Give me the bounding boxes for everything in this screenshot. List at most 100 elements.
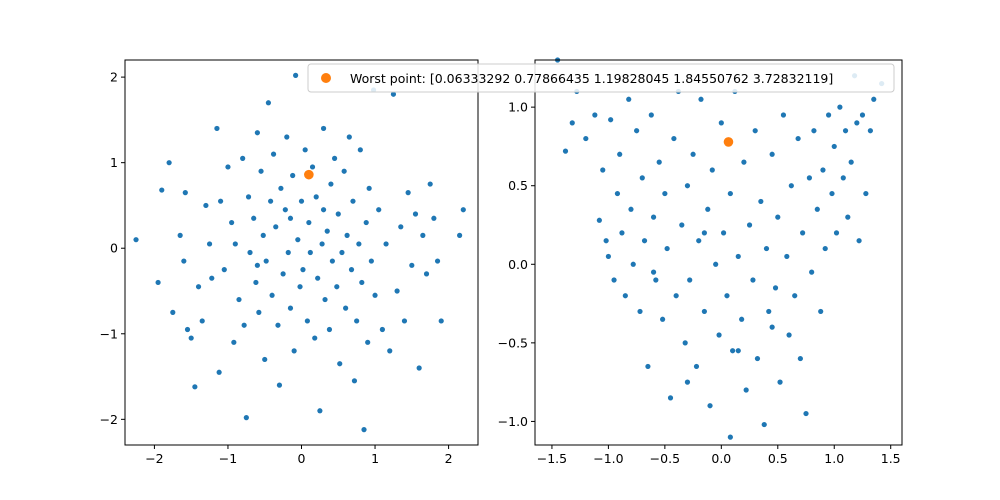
scatter-point [420,232,426,238]
scatter-point [260,232,266,238]
scatter-point [351,378,358,384]
scatter-point [184,326,191,333]
scatter-point [324,228,330,234]
scatter-point [769,324,775,330]
scatter-point [645,363,651,370]
x-tick-label: −1.0 [593,451,623,466]
scatter-point [856,238,862,244]
scatter-point [690,151,696,157]
scatter-point [177,232,183,238]
scatter-point [366,185,372,191]
scatter-point [705,206,711,212]
scatter-point [335,211,341,217]
legend-label: Worst point: [0.06333292 0.77866435 1.19… [350,71,833,86]
scatter-point [232,241,238,247]
scatter-point [304,318,310,324]
scatter-point [867,128,873,134]
scatter-point [221,267,227,273]
scatter-point [766,308,772,315]
x-tick: 0.5 [768,445,788,466]
scatter-point [262,356,268,363]
scatter-point [583,135,589,142]
y-tick: 0.5 [508,178,535,193]
scatter-point [258,168,264,174]
scatter-point [285,249,291,256]
scatter-point [701,308,707,315]
x-tick: −2 [145,445,164,466]
scatter-point [596,217,602,223]
scatter-point [337,361,343,367]
scatter-point [390,91,397,97]
scatter-point [639,175,645,181]
scatter-point [287,215,294,221]
scatter-point [775,214,781,220]
scatter-point [735,348,741,354]
axes-frame [124,59,479,446]
scatter-point [634,128,640,134]
scatter-point [664,245,670,252]
scatter-point [600,167,606,173]
scatter-point [809,269,815,275]
scatter-point [701,230,707,236]
scatter-point [628,206,634,212]
x-tick-label: −1.5 [537,451,567,466]
scatter-point [641,238,648,244]
scatter-point [225,164,231,170]
scatter-point [199,318,205,324]
legend-marker [321,73,331,83]
scatter-point [818,308,824,315]
scatter-point [656,159,662,165]
scatter-point [622,293,628,299]
legend-box [307,63,895,93]
scatter-point [777,379,783,385]
scatter-point [569,120,575,126]
scatter-point [786,332,792,338]
x-tick-label: 1.5 [881,451,901,466]
scatter-point [166,160,172,166]
y-tick-label: −1.0 [498,414,528,429]
scatter-point [416,365,422,371]
worst-point [723,137,734,147]
scatter-point [626,96,632,102]
scatter-point [431,215,437,221]
scatter-point [209,275,215,281]
scatter-point [727,434,733,440]
scatter-point [251,215,257,221]
scatter-point [845,214,851,220]
scatter-point [650,269,657,275]
scatter-point [409,262,415,268]
y-tick: 2 [110,70,125,85]
scatter-point [707,403,713,409]
scatter-point [256,309,262,315]
scatter-point [306,219,312,226]
scatter-point [792,293,798,299]
y-tick-label: −0.5 [498,335,528,350]
scatter-point [662,190,668,197]
scatter-point [829,190,835,197]
scatter-point [295,237,301,243]
x-tick-label: −1 [219,451,237,466]
scatter-point [307,249,313,256]
scatter-point [696,238,702,244]
y-tick-label: 0.0 [508,257,528,272]
scatter-point [326,326,333,333]
scatter-point [361,427,367,433]
scatter-point [344,232,350,238]
y-tick: −1 [100,326,125,341]
scatter-point [350,198,356,204]
scatter-point [679,222,685,228]
scatter-point [735,253,741,260]
scatter-point [797,355,803,362]
scatter-point [287,305,294,311]
scatter-point [331,155,338,161]
scatter-point [339,249,345,256]
x-tick-label: 1 [371,451,379,466]
scatter-point [383,241,389,247]
scatter-point [460,207,466,213]
scatter-point [182,190,188,196]
scatter-point [562,148,569,154]
scatter-point [438,318,444,324]
scatter-point [398,224,404,230]
scatter-point [278,185,284,191]
